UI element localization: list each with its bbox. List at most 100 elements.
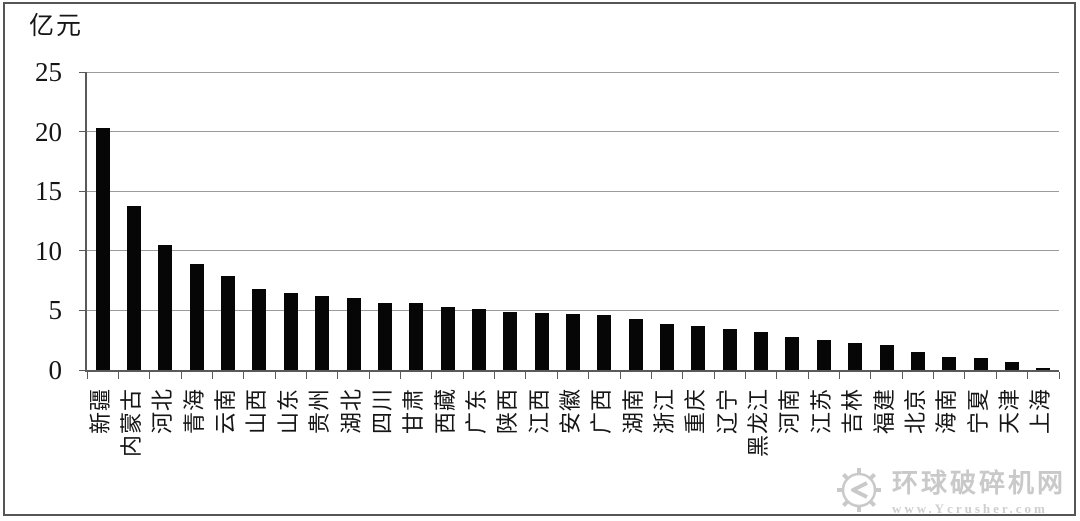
x-tick-label: 重庆	[683, 388, 709, 435]
y-tick-label: 15	[35, 176, 62, 207]
x-axis-tick	[964, 372, 966, 379]
x-axis-tick	[744, 372, 746, 379]
y-axis-tick	[79, 369, 87, 371]
x-axis-tick	[1058, 372, 1060, 379]
x-axis-tick	[305, 372, 307, 379]
y-axis-tick	[79, 71, 87, 73]
y-axis-tick	[79, 190, 87, 192]
bar-广东	[471, 309, 486, 370]
x-axis-tick	[149, 372, 151, 379]
x-axis-tick	[901, 372, 903, 379]
x-axis-tick	[933, 372, 935, 379]
bar-贵州	[315, 296, 330, 370]
bar-天津	[1004, 361, 1019, 370]
bar-山东	[283, 292, 298, 370]
x-tick-label: 山东	[275, 388, 301, 435]
x-tick-label: 云南	[213, 388, 239, 435]
x-axis-tick	[807, 372, 809, 379]
bar-江苏	[816, 340, 831, 370]
watermark-text: 环球破碎机网 www.Ycrusher.com	[892, 463, 1066, 517]
bar-辽宁	[722, 329, 737, 370]
x-axis-tick	[494, 372, 496, 379]
x-tick-label: 江西	[526, 388, 552, 435]
y-axis-unit-label: 亿元	[29, 13, 84, 40]
bar-重庆	[691, 325, 706, 370]
x-tick-label: 河北	[150, 388, 176, 435]
gridline-10	[87, 250, 1059, 252]
bar-广西	[597, 315, 612, 370]
x-axis-tick	[650, 372, 652, 379]
x-tick-label: 贵州	[307, 388, 333, 435]
bar-浙江	[660, 323, 675, 370]
x-axis-tick	[619, 372, 621, 379]
x-tick-label: 陕西	[495, 388, 521, 435]
x-tick-label: 浙江	[652, 388, 678, 435]
x-tick-label: 新疆	[87, 388, 113, 435]
y-tick-label: 10	[35, 235, 62, 266]
y-axis-tick	[79, 131, 87, 133]
x-axis-tick	[462, 372, 464, 379]
watermark: 环球破碎机网 www.Ycrusher.com	[834, 463, 1066, 517]
x-axis-tick	[86, 372, 88, 379]
y-tick-label: 5	[48, 295, 63, 326]
x-tick-label: 河南	[777, 388, 803, 435]
x-axis-tick	[117, 372, 119, 379]
x-tick-label: 甘肃	[401, 388, 427, 435]
bar-云南	[221, 275, 236, 370]
x-axis-tick	[243, 372, 245, 379]
y-tick-label: 20	[35, 116, 62, 147]
bar-福建	[879, 344, 894, 370]
bar-上海	[1036, 367, 1051, 370]
x-tick-label: 内蒙古	[119, 388, 145, 458]
x-axis-tick	[274, 372, 276, 379]
x-tick-label: 青海	[181, 388, 207, 435]
bar-安徽	[566, 313, 580, 370]
y-tick-label: 25	[35, 57, 62, 87]
bar-内蒙古	[127, 205, 142, 370]
x-axis-tick	[180, 372, 182, 379]
watermark-url: www.Ycrusher.com	[891, 501, 1048, 516]
bar-青海	[189, 263, 204, 370]
x-axis-tick	[400, 372, 402, 379]
x-axis-tick	[839, 372, 841, 379]
x-axis-tick	[870, 372, 872, 379]
bar-湖南	[628, 318, 643, 370]
plot-area	[79, 71, 1060, 379]
x-axis-tick	[1027, 372, 1029, 379]
bar-陕西	[503, 311, 518, 370]
bar-新疆	[95, 128, 110, 370]
x-axis-tick	[556, 372, 558, 379]
x-tick-label: 黑龙江	[746, 388, 772, 458]
gridline-15	[87, 190, 1059, 192]
watermark-site-name: 环球破碎机网	[891, 469, 1066, 498]
x-axis-tick	[431, 372, 433, 379]
x-axis-tick	[995, 372, 997, 379]
bar-湖北	[346, 298, 361, 370]
bar-海南	[942, 356, 957, 370]
bar-吉林	[848, 342, 863, 370]
y-axis-tick	[79, 309, 87, 311]
y-tick-label: 0	[48, 355, 63, 385]
x-tick-label: 湖南	[620, 388, 646, 435]
x-tick-label: 辽宁	[714, 388, 740, 435]
x-tick-label: 山西	[244, 388, 270, 435]
x-axis-tick	[211, 372, 213, 379]
gridline-5	[87, 309, 1059, 311]
x-axis-tick	[713, 372, 715, 379]
x-axis-tick	[337, 372, 339, 379]
bar-山西	[252, 288, 267, 370]
x-axis-tick	[588, 372, 590, 379]
x-axis-tick	[776, 372, 778, 379]
x-tick-label: 西藏	[432, 388, 458, 435]
x-tick-label: 广西	[589, 388, 615, 435]
bar-江西	[534, 312, 549, 370]
gridline-20	[87, 131, 1059, 133]
gear-arrow-logo-icon	[836, 468, 881, 512]
y-axis-tick	[79, 250, 87, 252]
x-axis-tick	[525, 372, 527, 379]
bar-黑龙江	[754, 331, 769, 370]
x-tick-label: 安徽	[558, 388, 583, 435]
x-tick-label: 四川	[369, 388, 395, 435]
x-axis-tick	[682, 372, 684, 379]
